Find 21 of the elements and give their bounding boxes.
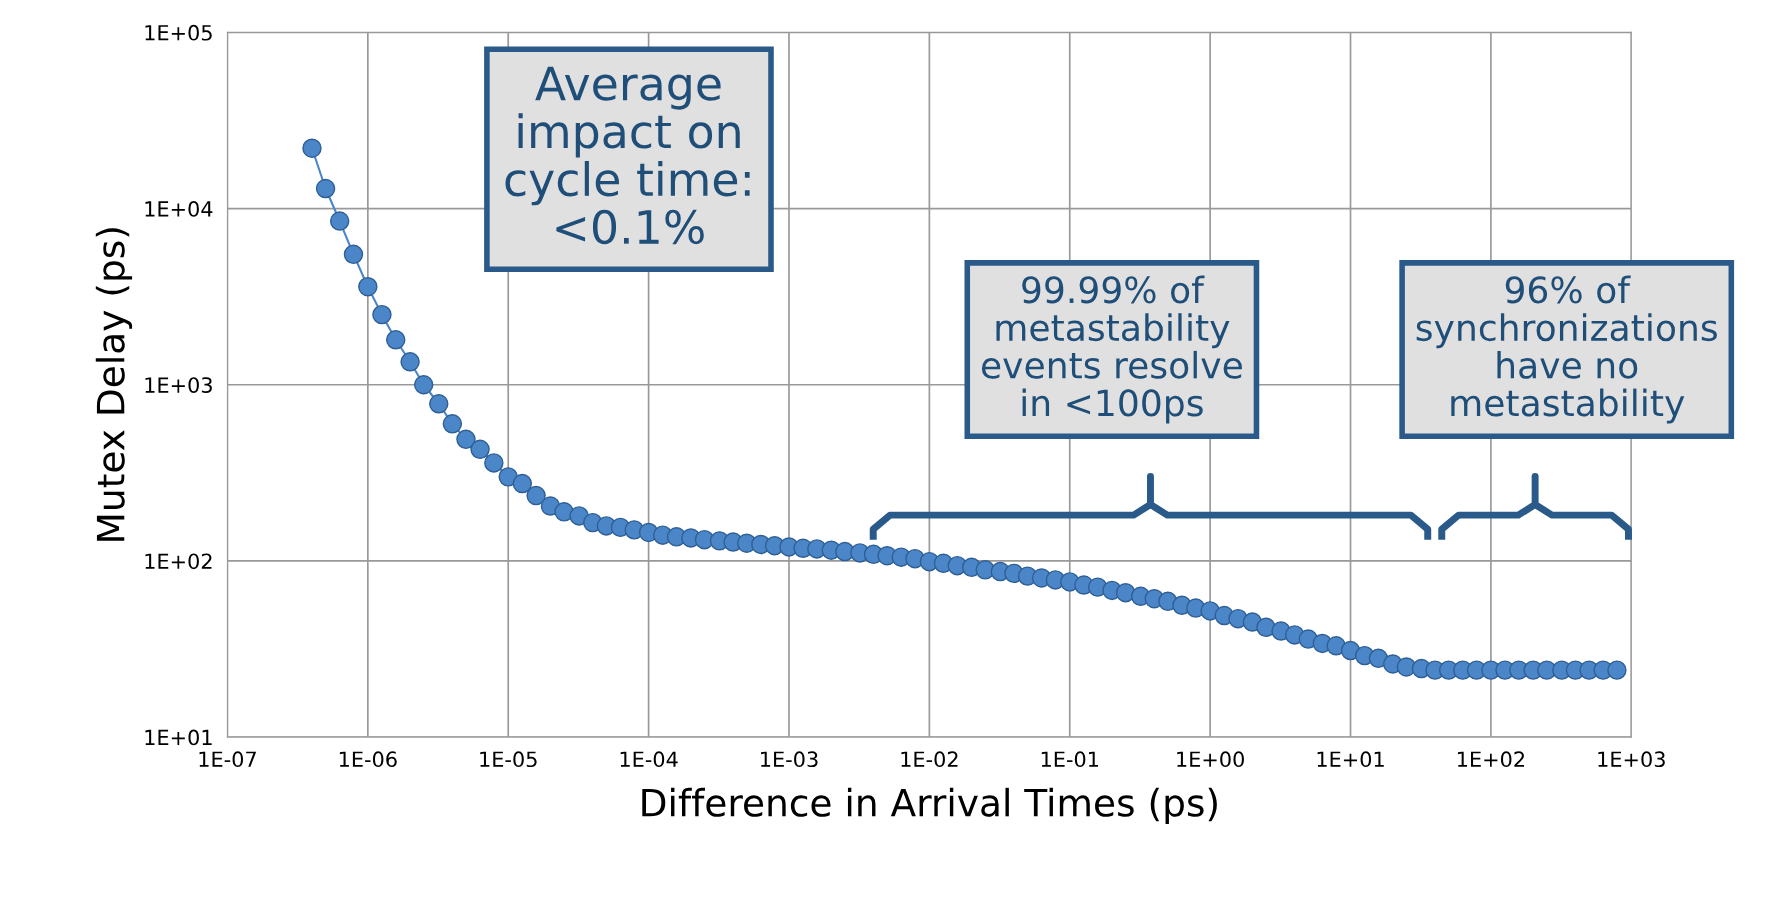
x-tick-label: 1E+03 (1598, 751, 1665, 768)
y-tick-label: 1E+03 (145, 377, 212, 393)
x-tick-label: 1E+02 (1458, 751, 1525, 768)
y-tick-label: 1E+05 (145, 24, 212, 41)
annotation: 99.99% of metastability events resolve in <100ps (981, 275, 1242, 424)
x-tick-label: 1E-01 (1041, 751, 1099, 768)
x-tick-label: 1E-05 (480, 751, 537, 768)
x-tick-label: 1E-06 (339, 751, 397, 768)
y-tick-label: 1E+02 (145, 553, 212, 570)
x-tick-label: 1E-02 (901, 751, 958, 768)
y-tick-label: 1E+04 (145, 201, 213, 217)
x-tick-label: 1E-07 (199, 751, 256, 768)
x-tick-label: 1E+01 (1317, 751, 1384, 768)
annotation: 96% of synchronizations have no metastability (1416, 275, 1717, 424)
x-tick-label: 1E-04 (620, 751, 678, 768)
x-tick-label: 1E-03 (761, 751, 818, 768)
y-axis-title: Mutex Delay (ps) (95, 228, 133, 541)
x-tick-label: 1E+00 (1177, 751, 1244, 768)
annotation: Average impact on cycle time: <0.1% (505, 66, 750, 245)
y-tick-label: 1E+01 (145, 729, 212, 746)
x-axis-title: Difference in Arrival Times (ps) (642, 787, 1217, 825)
